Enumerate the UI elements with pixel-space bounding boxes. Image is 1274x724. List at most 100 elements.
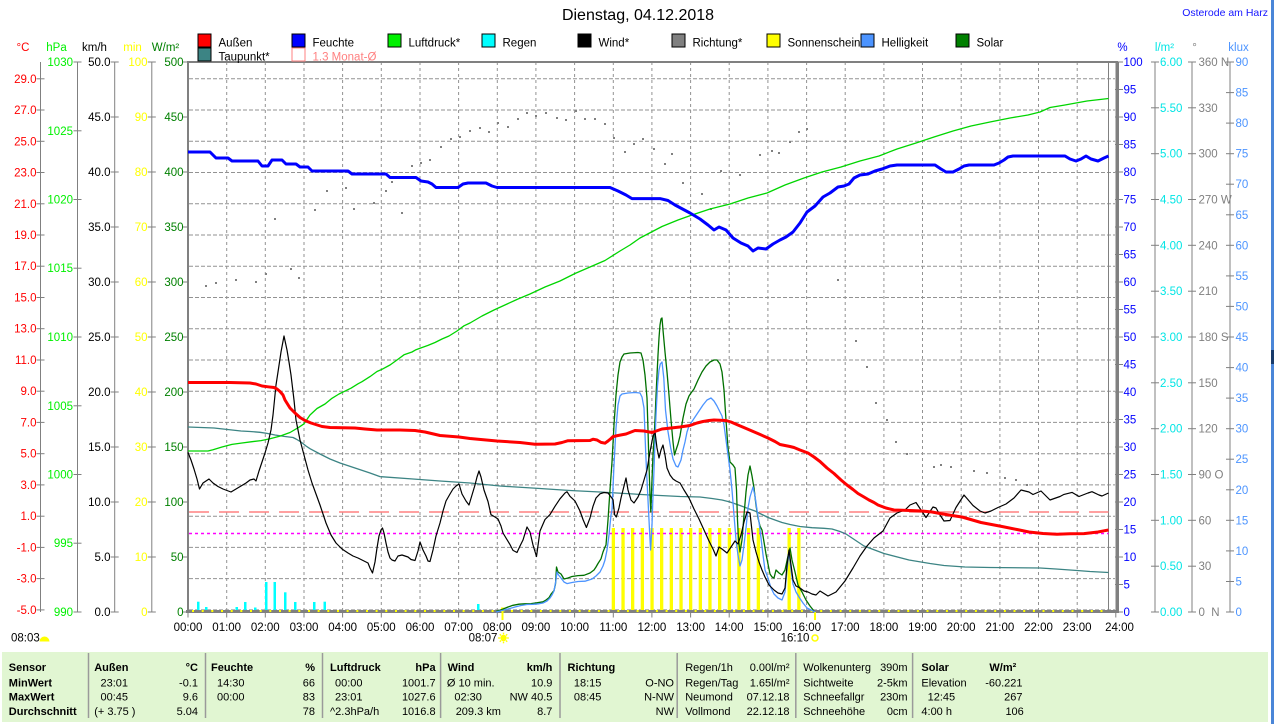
svg-text:1001.7: 1001.7 <box>402 678 436 690</box>
svg-text:1020: 1020 <box>47 195 73 207</box>
svg-text:Schneefallgr: Schneefallgr <box>803 692 864 704</box>
svg-text:100: 100 <box>128 57 147 69</box>
svg-text:5.00: 5.00 <box>1160 149 1182 161</box>
svg-text:Helligkeit: Helligkeit <box>882 38 929 50</box>
svg-text:hPa: hPa <box>46 42 67 54</box>
svg-text:15: 15 <box>1124 525 1137 537</box>
svg-text:7.0: 7.0 <box>21 417 37 429</box>
svg-text:23:01: 23:01 <box>101 678 129 690</box>
svg-text:23.0: 23.0 <box>14 168 36 180</box>
svg-text:20: 20 <box>1236 485 1249 497</box>
svg-text:50: 50 <box>135 332 148 344</box>
svg-text:1.3 Monat-Ø: 1.3 Monat-Ø <box>313 52 377 64</box>
svg-text:4.50: 4.50 <box>1160 195 1182 207</box>
svg-text:360 N: 360 N <box>1199 57 1230 69</box>
svg-text:25: 25 <box>1236 454 1249 466</box>
svg-text:Osterode am Harz: Osterode am Harz <box>1182 7 1268 19</box>
svg-text:Luftdruck: Luftdruck <box>330 662 382 674</box>
svg-text:2-5km: 2-5km <box>877 678 908 690</box>
svg-text:17:00: 17:00 <box>831 622 860 634</box>
svg-text:65: 65 <box>1124 250 1137 262</box>
svg-text:350: 350 <box>164 222 183 234</box>
svg-text:30: 30 <box>1199 561 1212 573</box>
svg-text:0.50: 0.50 <box>1160 561 1182 573</box>
svg-text:18:00: 18:00 <box>870 622 899 634</box>
svg-text:30: 30 <box>1236 424 1249 436</box>
svg-text:-0.1: -0.1 <box>179 678 198 690</box>
svg-text:10.9: 10.9 <box>531 678 552 690</box>
svg-text:Ø 10 min.: Ø 10 min. <box>447 678 495 690</box>
svg-text:50: 50 <box>171 552 184 564</box>
svg-text:70: 70 <box>1124 222 1137 234</box>
svg-text:Neumond: Neumond <box>685 692 733 704</box>
svg-text:40: 40 <box>135 387 148 399</box>
svg-text:Sensor: Sensor <box>9 662 47 674</box>
svg-text:22.12.18: 22.12.18 <box>747 706 790 718</box>
svg-text:Solar: Solar <box>921 662 949 674</box>
svg-text:180 S: 180 S <box>1199 332 1229 344</box>
svg-text:1015: 1015 <box>47 263 73 275</box>
svg-text:13:00: 13:00 <box>676 622 705 634</box>
svg-text:1.65l/m²: 1.65l/m² <box>750 678 790 690</box>
svg-text:29.0: 29.0 <box>14 74 36 86</box>
svg-text:Wolkenunterg: Wolkenunterg <box>803 662 871 674</box>
svg-text:12:45: 12:45 <box>928 692 956 704</box>
svg-text:60: 60 <box>1199 515 1212 527</box>
svg-text:300: 300 <box>1199 149 1218 161</box>
svg-text:250: 250 <box>164 332 183 344</box>
svg-text:300: 300 <box>164 277 183 289</box>
svg-text:1000: 1000 <box>47 470 73 482</box>
svg-text:15:00: 15:00 <box>754 622 783 634</box>
svg-text:10.0: 10.0 <box>88 497 110 509</box>
svg-text:-1.0: -1.0 <box>17 542 37 554</box>
svg-text:-3.0: -3.0 <box>17 574 37 586</box>
svg-text:85: 85 <box>1124 140 1137 152</box>
svg-text:0cm: 0cm <box>887 706 908 718</box>
svg-text:W/m²: W/m² <box>152 42 180 54</box>
svg-text:1016.8: 1016.8 <box>402 706 436 718</box>
svg-text:15.0: 15.0 <box>88 442 110 454</box>
svg-text:35: 35 <box>1124 415 1137 427</box>
svg-text:10: 10 <box>1236 546 1249 558</box>
svg-text:40: 40 <box>1124 387 1137 399</box>
svg-text:0: 0 <box>1236 607 1242 619</box>
svg-text:80: 80 <box>1124 167 1137 179</box>
svg-text:Schneehöhe: Schneehöhe <box>803 706 865 718</box>
svg-text:267: 267 <box>1004 692 1022 704</box>
svg-text:08:07: 08:07 <box>469 633 498 645</box>
svg-text:00:00: 00:00 <box>335 678 363 690</box>
svg-text:30.0: 30.0 <box>88 277 110 289</box>
svg-text:90: 90 <box>1236 57 1249 69</box>
svg-text:08:45: 08:45 <box>574 692 602 704</box>
svg-text:990: 990 <box>54 607 73 619</box>
svg-text:23:00: 23:00 <box>1063 622 1092 634</box>
svg-text:85: 85 <box>1236 88 1249 100</box>
svg-text:45: 45 <box>1124 360 1137 372</box>
svg-text:40.0: 40.0 <box>88 167 110 179</box>
svg-text:30: 30 <box>1124 442 1137 454</box>
svg-text:95: 95 <box>1124 85 1137 97</box>
svg-text:-5.0: -5.0 <box>17 605 37 617</box>
svg-text:^2.3hPa/h: ^2.3hPa/h <box>330 706 379 718</box>
svg-text:35: 35 <box>1236 393 1249 405</box>
svg-text:O-NO: O-NO <box>645 678 674 690</box>
svg-text:1010: 1010 <box>47 332 73 344</box>
svg-text:5.0: 5.0 <box>95 552 111 564</box>
svg-text:20: 20 <box>1124 497 1137 509</box>
svg-text:995: 995 <box>54 538 73 550</box>
svg-text:04:00: 04:00 <box>328 622 357 634</box>
svg-text:08:03: 08:03 <box>11 633 40 645</box>
svg-text:230m: 230m <box>880 692 908 704</box>
svg-text:-60.221: -60.221 <box>985 678 1022 690</box>
svg-text:150: 150 <box>1199 378 1218 390</box>
svg-text:00:00: 00:00 <box>217 692 245 704</box>
svg-text:55: 55 <box>1124 305 1137 317</box>
svg-text:0.00l/m²: 0.00l/m² <box>750 662 790 674</box>
svg-text:16:10: 16:10 <box>781 633 810 645</box>
svg-text:9.6: 9.6 <box>183 692 198 704</box>
svg-text:03:00: 03:00 <box>290 622 319 634</box>
svg-text:km/h: km/h <box>527 662 553 674</box>
svg-text:23:01: 23:01 <box>335 692 363 704</box>
svg-text:2.00: 2.00 <box>1160 424 1182 436</box>
svg-text:22:00: 22:00 <box>1024 622 1053 634</box>
